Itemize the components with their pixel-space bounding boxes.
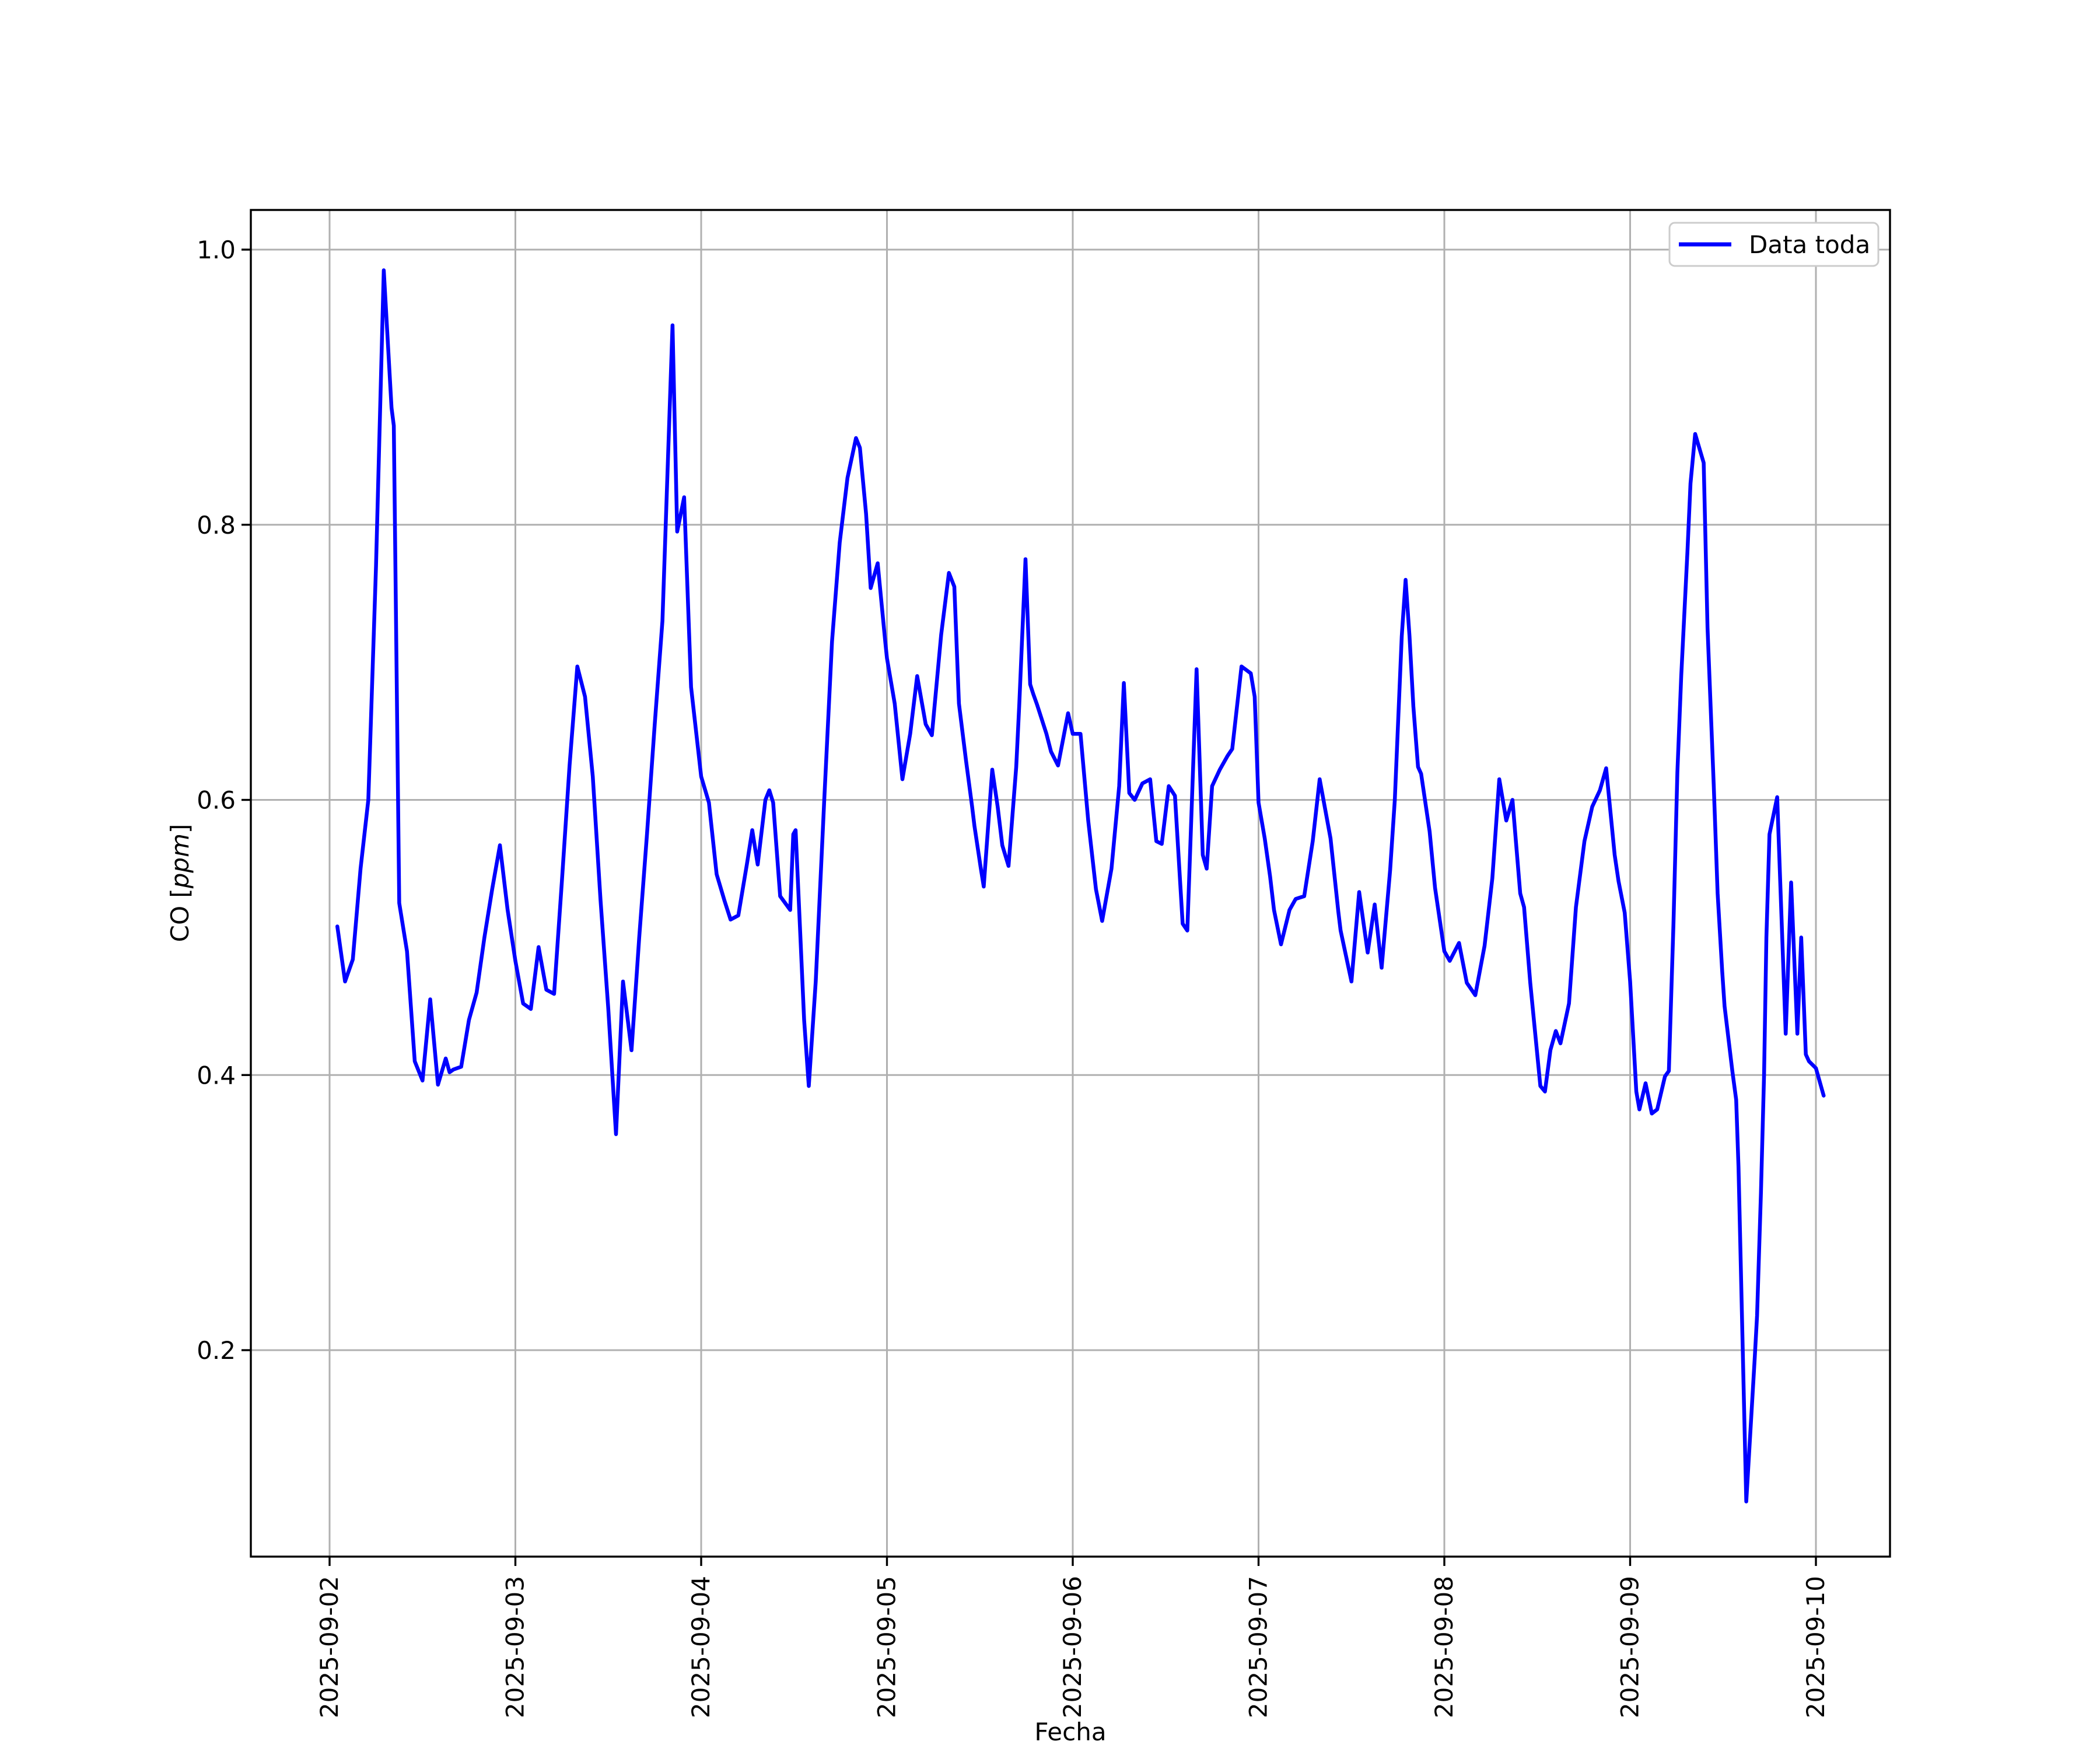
x-tick-label: 2025-09-05 [873, 1576, 901, 1718]
legend-box [1668, 222, 1880, 267]
x-tick-label: 2025-09-07 [1244, 1576, 1273, 1718]
x-tick-label: 2025-09-10 [1801, 1576, 1830, 1718]
y-tick-label: 0.2 [197, 1336, 236, 1365]
x-tick-label: 2025-09-04 [687, 1576, 715, 1718]
data-series [335, 268, 1826, 1504]
series-line-data-toda [335, 268, 1826, 1504]
y-axis-label-unit: ppm [166, 833, 194, 889]
y-axis-label-prefix: CO [ [166, 888, 194, 942]
legend: Data toda [1668, 222, 1880, 267]
axis-ticks [242, 248, 1817, 1566]
x-tick-label: 2025-09-08 [1430, 1576, 1458, 1718]
y-tick-label: 1.0 [197, 236, 236, 264]
legend-entry-label: Data toda [1749, 230, 1870, 259]
x-tick-label: 2025-09-09 [1616, 1576, 1644, 1718]
x-tick-label: 2025-09-02 [315, 1576, 344, 1718]
plot-frame [250, 209, 1891, 1558]
x-axis-label: Fecha [1034, 1718, 1106, 1746]
y-tick-label: 0.8 [197, 511, 236, 539]
y-tick-label: 0.6 [197, 786, 236, 815]
y-axis-label: CO [ppm] [166, 824, 194, 942]
y-tick-label: 0.4 [197, 1061, 236, 1089]
axis-tick-labels: 2025-09-02 2025-09-03 2025-09-04 2025-09-05… [197, 236, 1830, 1718]
gridlines [251, 210, 1890, 1557]
plot-area [251, 210, 1890, 1557]
y-axis-label-suffix: ] [166, 824, 194, 833]
x-tick-label: 2025-09-06 [1058, 1576, 1087, 1718]
x-tick-label: 2025-09-03 [501, 1576, 530, 1718]
